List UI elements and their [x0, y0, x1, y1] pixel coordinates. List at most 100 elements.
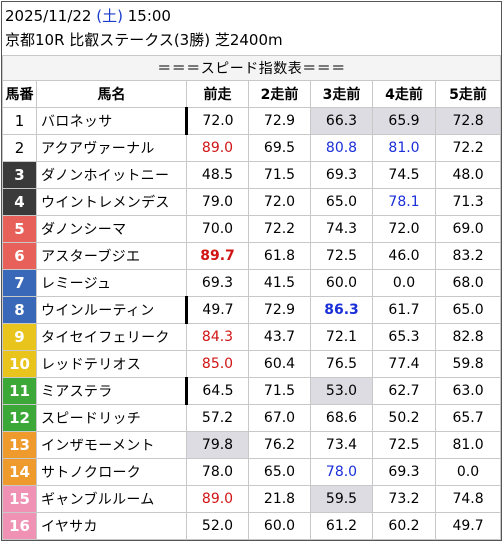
table-row: 16 イヤサカ 52.0 60.0 61.2 60.2 49.7 [2, 512, 502, 540]
speed-index-cell: 72.9 [248, 296, 311, 324]
table-row: 13 インザモーメント 79.8 76.2 73.4 72.5 81.0 [2, 431, 502, 459]
horse-name: アクアヴァーナル [36, 134, 187, 162]
speed-index-cell: 48.0 [434, 161, 502, 189]
table-row: 4 ウイントレメンデス 79.0 72.0 65.0 78.1 71.3 [2, 188, 502, 216]
speed-index-cell: 67.0 [248, 404, 311, 432]
speed-index-cell: 78.1 [372, 188, 436, 216]
horse-name: タイセイフェリーク [36, 323, 187, 351]
table-row: 1 バロネッサ 72.0 72.9 66.3 65.9 72.8 [2, 107, 502, 135]
horse-number: 16 [2, 512, 37, 540]
speed-index-cell: 68.6 [310, 404, 373, 432]
speed-index-cell: 60.0 [310, 269, 373, 297]
race-datetime: 2025/11/22 (土) 15:00 [5, 6, 171, 26]
speed-index-cell: 78.0 [310, 458, 373, 486]
horse-number: 15 [2, 485, 37, 513]
speed-index-cell: 81.0 [372, 134, 436, 162]
speed-index-cell: 57.2 [186, 404, 249, 432]
speed-index-cell: 46.0 [372, 242, 436, 270]
speed-index-cell: 72.2 [434, 134, 502, 162]
speed-index-cell: 71.3 [434, 188, 502, 216]
speed-index-cell: 64.5 [186, 377, 249, 405]
speed-index-cell: 69.3 [186, 269, 249, 297]
speed-index-cell: 41.5 [248, 269, 311, 297]
speed-index-cell: 74.8 [434, 485, 502, 513]
speed-index-cell: 77.4 [372, 350, 436, 378]
speed-index-cell: 53.0 [310, 377, 373, 405]
horse-name: ダノンシーマ [36, 215, 187, 243]
horse-number: 3 [2, 161, 37, 189]
speed-index-table: ＝＝＝スピード指数表＝＝＝ 馬番 馬名 前走 2走前 3走前 4走前 5走前 1… [1, 55, 502, 540]
horse-number: 1 [2, 107, 37, 135]
race-weekday: (土) [96, 7, 123, 25]
speed-index-cell: 73.2 [372, 485, 436, 513]
speed-index-cell: 0.0 [434, 458, 502, 486]
speed-index-cell: 62.7 [372, 377, 436, 405]
horse-name: インザモーメント [36, 431, 187, 459]
table-row: 8 ウインルーティン 49.7 72.9 86.3 61.7 65.0 [2, 296, 502, 324]
speed-index-cell: 68.0 [434, 269, 502, 297]
horse-name: ダノンホイットニー [36, 161, 187, 189]
speed-index-cell: 60.4 [248, 350, 311, 378]
speed-index-cell: 61.7 [372, 296, 436, 324]
speed-index-cell: 69.5 [248, 134, 311, 162]
speed-index-cell: 72.0 [248, 188, 311, 216]
speed-index-cell: 72.9 [248, 107, 311, 135]
speed-index-cell: 72.8 [434, 107, 502, 135]
speed-index-cell: 86.3 [310, 296, 373, 324]
speed-index-cell: 49.7 [186, 296, 249, 324]
speed-index-cell: 71.5 [248, 161, 311, 189]
table-row: 11 ミアステラ 64.5 71.5 53.0 62.7 63.0 [2, 377, 502, 405]
speed-index-cell: 66.3 [310, 107, 373, 135]
speed-index-cell: 65.0 [310, 188, 373, 216]
speed-index-cell: 89.0 [186, 485, 249, 513]
horse-number: 9 [2, 323, 37, 351]
horse-name: ミアステラ [36, 377, 188, 405]
table-row: 9 タイセイフェリーク 84.3 43.7 72.1 65.3 82.8 [2, 323, 502, 351]
horse-name: ウインルーティン [36, 296, 188, 324]
speed-index-cell: 65.9 [372, 107, 436, 135]
speed-index-cell: 72.5 [310, 242, 373, 270]
col-header-5-races-ago: 5走前 [434, 80, 502, 108]
speed-index-cell: 81.0 [434, 431, 502, 459]
speed-index-cell: 60.2 [372, 512, 436, 540]
table-row: 10 レッドテリオス 85.0 60.4 76.5 77.4 59.8 [2, 350, 502, 378]
speed-index-cell: 71.5 [248, 377, 311, 405]
speed-index-cell: 21.8 [248, 485, 311, 513]
speed-index-cell: 59.5 [310, 485, 373, 513]
speed-index-cell: 0.0 [372, 269, 436, 297]
table-row: 12 スピードリッチ 57.2 67.0 68.6 50.2 65.7 [2, 404, 502, 432]
speed-index-cell: 69.0 [434, 215, 502, 243]
speed-index-cell: 65.7 [434, 404, 502, 432]
horse-name: サトノクローク [36, 458, 187, 486]
speed-index-cell: 84.3 [186, 323, 249, 351]
speed-index-cell: 49.7 [434, 512, 502, 540]
speed-index-cell: 63.0 [434, 377, 502, 405]
col-header-last-race: 前走 [186, 80, 249, 108]
speed-index-cell: 89.7 [186, 242, 249, 270]
horse-number: 13 [2, 431, 37, 459]
speed-index-cell: 72.5 [372, 431, 436, 459]
table-row: 6 アスターブジエ 89.7 61.8 72.5 46.0 83.2 [2, 242, 502, 270]
col-header-number: 馬番 [2, 80, 37, 108]
table-row: 5 ダノンシーマ 70.0 72.2 74.3 72.0 69.0 [2, 215, 502, 243]
speed-index-cell: 60.0 [248, 512, 311, 540]
speed-index-cell: 52.0 [186, 512, 249, 540]
speed-index-cell: 79.8 [186, 431, 249, 459]
col-header-name: 馬名 [36, 80, 187, 108]
speed-index-cell: 65.0 [248, 458, 311, 486]
horse-name: レッドテリオス [36, 350, 187, 378]
horse-name: ウイントレメンデス [36, 188, 187, 216]
horse-number: 11 [2, 377, 37, 405]
speed-index-cell: 72.1 [310, 323, 373, 351]
speed-index-cell: 48.5 [186, 161, 249, 189]
horse-number: 10 [2, 350, 37, 378]
horse-name: スピードリッチ [36, 404, 187, 432]
horse-number: 14 [2, 458, 37, 486]
speed-index-cell: 80.8 [310, 134, 373, 162]
speed-index-cell: 74.3 [310, 215, 373, 243]
race-time: 15:00 [127, 7, 171, 25]
speed-index-cell: 76.2 [248, 431, 311, 459]
horse-number: 8 [2, 296, 37, 324]
horse-number: 2 [2, 134, 37, 162]
horse-name: バロネッサ [36, 107, 188, 135]
